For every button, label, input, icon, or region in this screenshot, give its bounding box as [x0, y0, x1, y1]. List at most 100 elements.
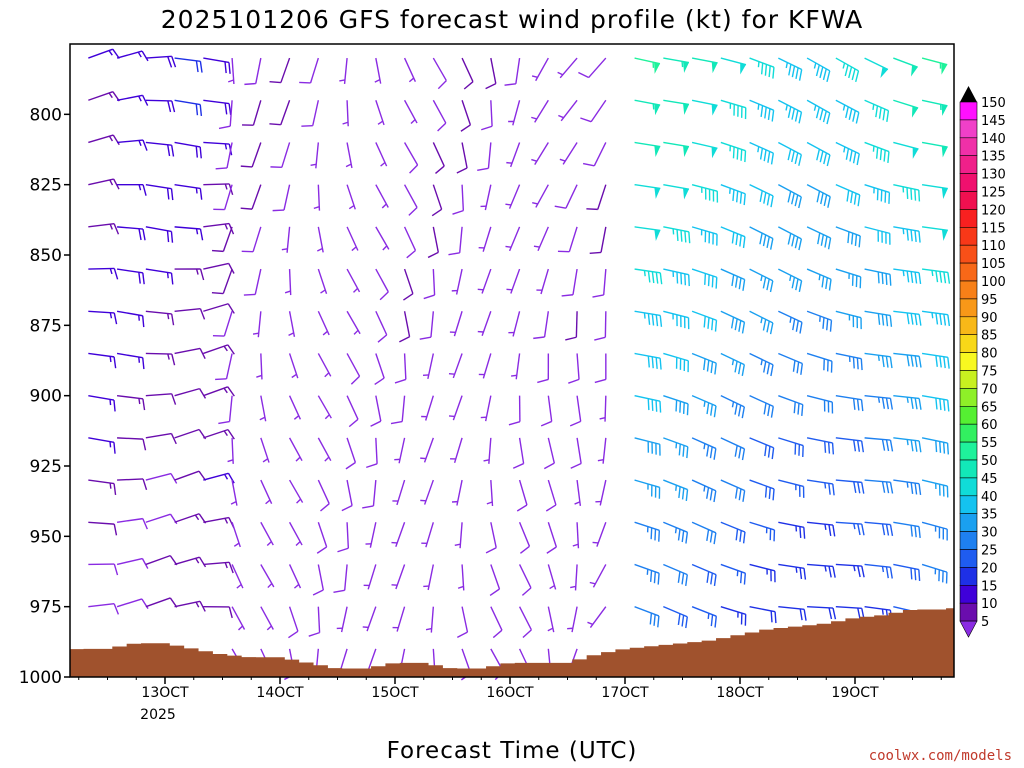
barb-half [511, 374, 517, 377]
barb-full [270, 166, 282, 168]
barb-shaft [423, 437, 434, 463]
barb-half [420, 457, 426, 460]
wind-barb [893, 437, 922, 453]
barb-full [795, 67, 799, 80]
wind-barb [452, 184, 465, 215]
barb-shaft [231, 479, 238, 506]
barb-shaft [921, 183, 948, 190]
barb-shaft [145, 226, 172, 233]
barb-full [594, 336, 606, 341]
barb-full [682, 445, 685, 457]
barb-half [934, 568, 937, 575]
wind-barb [145, 513, 178, 525]
barb-shaft [512, 311, 521, 337]
barb-full [427, 251, 439, 259]
barb-full [821, 276, 825, 288]
barb-half [570, 585, 576, 589]
wind-barb [778, 57, 803, 81]
wind-barb [778, 437, 804, 457]
wind-barb [533, 226, 549, 251]
barb-shaft [515, 57, 521, 84]
wind-barb [778, 226, 803, 251]
wind-barb [145, 99, 176, 113]
wind-barb [864, 141, 890, 163]
barb-shaft [691, 183, 718, 192]
barb-full [910, 188, 913, 200]
barb-shaft [596, 522, 607, 547]
barb-shaft [116, 352, 143, 359]
wind-barb [568, 353, 580, 384]
barb-full [797, 403, 800, 415]
barb-shaft [403, 226, 417, 251]
wind-barb [288, 521, 303, 547]
wind-barb [691, 226, 718, 246]
barb-shaft [117, 437, 144, 440]
barb-half [391, 584, 398, 586]
barb-full [845, 148, 850, 160]
barb-full [650, 485, 653, 497]
colorbar-label: 90 [981, 311, 998, 326]
wind-barb [574, 479, 582, 506]
wind-barb [505, 184, 521, 209]
barb-half [138, 314, 140, 321]
barb-full [766, 320, 770, 333]
colorbar-label: 105 [981, 257, 1006, 272]
barb-full [435, 165, 445, 174]
barb-full [733, 104, 735, 116]
barb-full [348, 418, 359, 428]
barb-shaft [604, 395, 607, 422]
barb-full [877, 271, 880, 284]
barb-shaft [518, 437, 525, 464]
barb-shaft [806, 99, 831, 114]
barb-full [935, 313, 939, 325]
wind-barb [299, 57, 320, 84]
wind-barb [477, 311, 492, 336]
barb-half [766, 568, 768, 575]
wind-barb [806, 184, 831, 208]
barb-shaft [576, 395, 582, 422]
barb-shaft [778, 352, 803, 365]
barb-half [848, 273, 850, 279]
wind-barb [921, 394, 950, 412]
barb-full [735, 190, 739, 203]
barb-full [857, 523, 861, 536]
wind-barb [117, 183, 147, 196]
barb-shaft [893, 141, 919, 150]
barb-full [522, 629, 532, 639]
barb-shaft [720, 310, 745, 323]
wind-barb [145, 268, 174, 285]
wind-barb [375, 184, 389, 209]
wind-barb [260, 437, 270, 463]
barb-shaft [835, 352, 862, 360]
chart-title: 2025101206 GFS forecast wind profile (kt… [161, 5, 863, 34]
barb-shaft [203, 141, 230, 145]
barb-shaft [260, 606, 274, 630]
wind-barb [893, 99, 919, 118]
barb-full [419, 336, 432, 340]
barb-full [879, 148, 883, 161]
wind-barb [341, 479, 353, 512]
barb-shaft [589, 606, 607, 629]
barb-full [227, 303, 235, 314]
wind-barb [203, 141, 233, 156]
barb-half [549, 584, 555, 590]
barb-shaft [720, 563, 746, 574]
barb-pennant [740, 63, 746, 75]
barb-full [856, 153, 860, 166]
wind-barb [432, 99, 447, 132]
barb-shaft [720, 605, 746, 615]
barb-full [918, 569, 921, 581]
barb-shaft [375, 100, 385, 126]
barb-full [658, 530, 661, 542]
barb-half [480, 205, 487, 208]
wind-barb [506, 142, 521, 168]
barb-shaft [317, 522, 328, 548]
wind-barb [218, 100, 233, 130]
barb-half [109, 441, 112, 448]
barb-full [881, 314, 885, 326]
barb-full [918, 440, 922, 453]
barb-pennant [654, 145, 661, 157]
barb-shaft [116, 557, 143, 566]
barb-full [679, 358, 682, 370]
colorbar-label: 115 [981, 221, 1006, 236]
